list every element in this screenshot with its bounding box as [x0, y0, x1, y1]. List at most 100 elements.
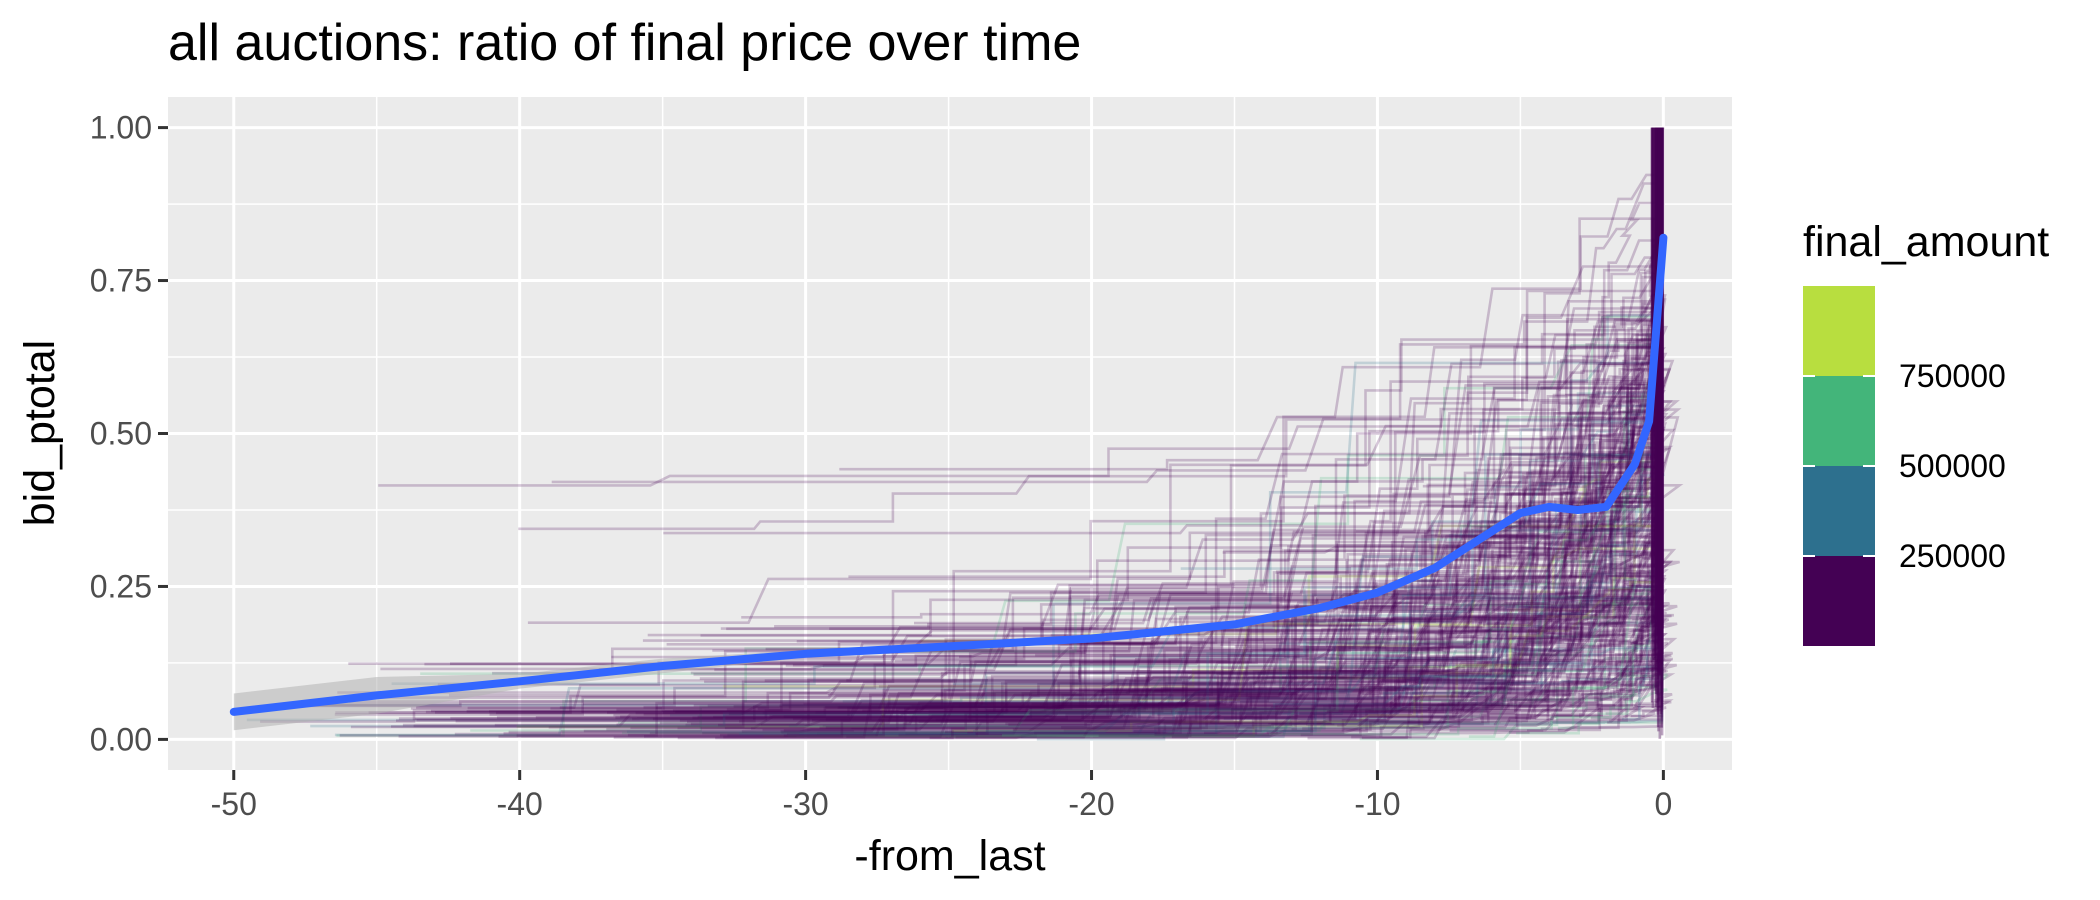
- auction-line: [728, 127, 1664, 716]
- auction-line: [1002, 127, 1669, 737]
- auction-line: [720, 127, 1664, 737]
- auction-line: [1541, 127, 1672, 643]
- auction-line: [1316, 127, 1664, 702]
- auction-line: [1509, 127, 1676, 734]
- auction-line: [1326, 127, 1664, 713]
- auction-line: [712, 127, 1664, 652]
- auction-line: [425, 127, 1664, 714]
- auction-line: [999, 127, 1664, 715]
- auction-line: [987, 127, 1664, 695]
- auction-line: [1609, 127, 1664, 722]
- auction-line: [727, 127, 1664, 737]
- auction-line: [518, 127, 1664, 531]
- auction-line: [1176, 127, 1664, 705]
- auction-line: [616, 127, 1664, 712]
- auction-line: [690, 127, 1664, 726]
- auction-line: [788, 127, 1664, 728]
- auction-line: [1302, 127, 1664, 730]
- auction-line: [692, 127, 1664, 720]
- auction-line: [819, 127, 1664, 730]
- auction-line: [1393, 127, 1668, 706]
- auction-line: [785, 127, 1664, 667]
- auction-line: [294, 127, 1664, 707]
- auction-line: [793, 127, 1664, 721]
- auction-line: [642, 127, 1664, 642]
- auction-line: [741, 127, 1664, 733]
- auction-line: [812, 127, 1664, 722]
- auction-line: [616, 127, 1664, 726]
- auction-line: [1386, 127, 1664, 719]
- auction-line: [560, 127, 1664, 733]
- auction-line: [690, 127, 1664, 675]
- auction-line: [839, 127, 1664, 471]
- auction-line: [687, 127, 1664, 724]
- auction-line: [786, 127, 1664, 735]
- auction-line: [1605, 127, 1680, 715]
- auction-line: [496, 127, 1664, 719]
- auction-line: [583, 127, 1664, 706]
- auction-line: [494, 127, 1664, 727]
- auction-line: [1204, 127, 1664, 735]
- auction-line: [848, 127, 1664, 578]
- auction-line: [842, 127, 1664, 703]
- auction-line: [337, 127, 1664, 694]
- auction-line: [762, 127, 1664, 715]
- auction-line: [1133, 127, 1664, 733]
- auction-line: [1029, 127, 1664, 716]
- auction-line: [900, 127, 1664, 714]
- auction-line: [1630, 127, 1678, 718]
- auction-line: [1468, 127, 1664, 738]
- y-tick-label: 0.25: [90, 568, 152, 604]
- auction-line: [685, 127, 1664, 727]
- auction-line: [1408, 127, 1664, 724]
- auction-line: [414, 127, 1664, 721]
- auction-line: [368, 127, 1664, 714]
- auction-line: [1136, 127, 1664, 707]
- auction-line: [943, 127, 1664, 700]
- auction-line: [467, 127, 1664, 710]
- auction-line: [663, 127, 1664, 714]
- auction-line: [715, 127, 1664, 740]
- auction-line: [1222, 127, 1664, 554]
- legend-label: 500000: [1899, 448, 2006, 484]
- auction-line: [643, 127, 1664, 709]
- auction-line: [1508, 127, 1667, 723]
- x-axis-title: -from_last: [854, 832, 1045, 880]
- auction-line: [722, 127, 1664, 688]
- auction-line: [391, 127, 1664, 685]
- y-tick-label: 1.00: [90, 110, 152, 146]
- auction-line: [780, 127, 1664, 733]
- major-gridlines: [168, 97, 1732, 770]
- legend-color-bin: [1803, 556, 1875, 646]
- smooth-trend-line: [229, 233, 1668, 716]
- auction-line: [1137, 127, 1664, 728]
- auction-line: [1171, 127, 1664, 739]
- auction-line: [348, 127, 1664, 665]
- chart-title: all auctions: ratio of final price over …: [168, 14, 1081, 72]
- auction-line: [649, 127, 1664, 735]
- auction-line: [733, 127, 1664, 708]
- auction-line: [1124, 127, 1664, 719]
- auction-line: [782, 127, 1664, 706]
- auction-line: [799, 127, 1664, 736]
- auction-line: [398, 127, 1664, 738]
- auction-line: [655, 127, 1664, 710]
- auction-line: [677, 127, 1664, 740]
- auction-line: [1364, 127, 1664, 713]
- auction-line: [630, 127, 1664, 730]
- auction-line: [1626, 127, 1678, 692]
- auction-line: [583, 127, 1664, 733]
- auction-line: [296, 127, 1664, 706]
- auction-line: [1209, 127, 1669, 650]
- auction-line: [1483, 127, 1664, 627]
- y-tick-label: 0.00: [90, 721, 152, 757]
- auction-line: [679, 127, 1664, 722]
- auction-line: [1428, 127, 1664, 711]
- auction-line: [677, 127, 1664, 730]
- auction-line: [783, 127, 1664, 732]
- auction-line: [1412, 127, 1682, 695]
- auction-line: [1552, 127, 1664, 723]
- auction-line: [416, 127, 1664, 722]
- auction-line: [1050, 127, 1664, 637]
